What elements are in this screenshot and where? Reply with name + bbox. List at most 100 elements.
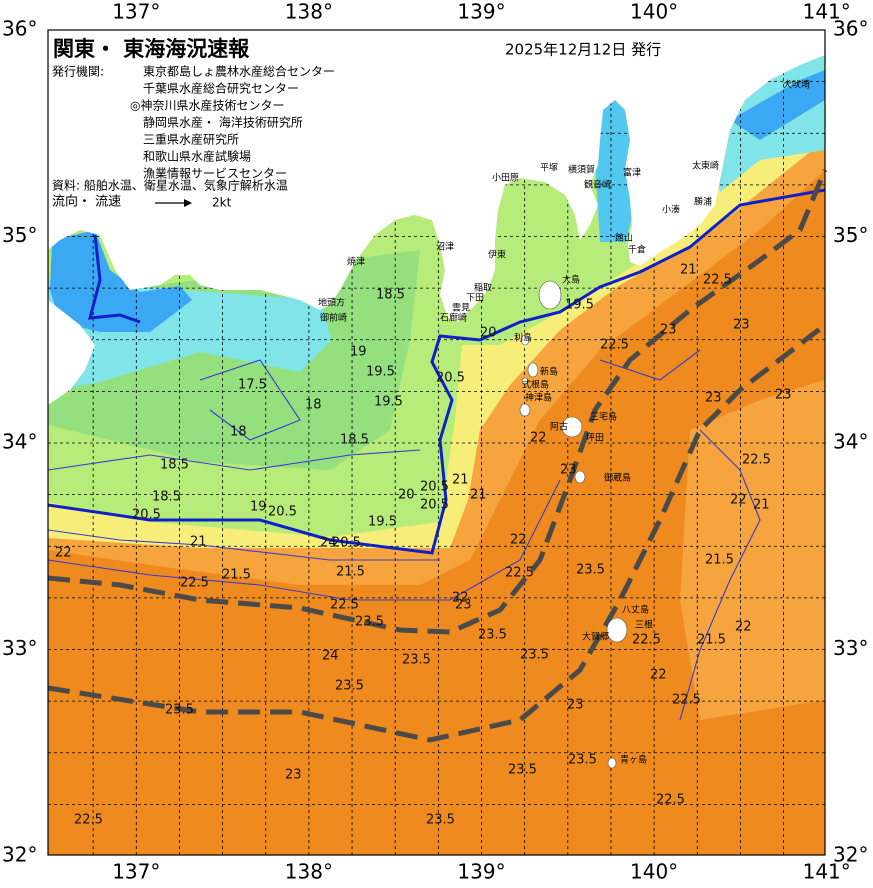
place-name: 石廊崎 — [440, 312, 467, 324]
place-name: 太東崎 — [692, 160, 719, 172]
lat-label-right: 33° — [833, 636, 868, 660]
place-name: 小田原 — [492, 173, 519, 184]
lat-label-left: 36° — [2, 17, 37, 41]
contour-label: 22 — [735, 620, 752, 635]
publisher: 東京都島しょ農林水産総合センター — [143, 64, 335, 79]
legend-label: 流向・ 流速 — [52, 194, 121, 210]
contour-label: 18.5 — [340, 433, 369, 448]
lon-label-bottom: 141° — [803, 860, 851, 884]
contour-label: 23 — [285, 768, 302, 783]
contour-label: 23 — [660, 323, 677, 338]
issue-date: 2025年12月12日 発行 — [505, 41, 661, 59]
contour-label: 23.5 — [335, 679, 364, 694]
contour-label: 19 — [350, 345, 367, 360]
lon-label-bottom: 138° — [285, 860, 333, 884]
contour-label: 23 — [567, 698, 584, 713]
contour-label: 20.5 — [268, 505, 297, 520]
contour-label: 24 — [322, 649, 339, 664]
lon-label-bottom: 137° — [112, 860, 160, 884]
lat-label-right: 32° — [833, 843, 868, 867]
place-name: 富津 — [623, 167, 641, 179]
contour-label: 20 — [480, 326, 497, 341]
publisher: ◎神奈川県水産技術センター — [130, 98, 284, 113]
contour-label: 23 — [775, 388, 792, 403]
contour-label: 20 — [398, 488, 415, 503]
land — [48, 30, 825, 322]
place-name: 八丈島 — [622, 604, 649, 616]
kuroshio-axis — [47, 323, 827, 743]
sea-blue — [730, 70, 825, 140]
bay-blue — [50, 230, 192, 332]
map-frame — [47, 29, 826, 856]
legend-speed: 2kt — [212, 196, 232, 210]
contour-label: 20.5 — [420, 498, 449, 513]
place-name: 三宅島 — [590, 411, 617, 423]
place-name: 館山 — [615, 232, 633, 244]
contour-label: 21 — [680, 263, 697, 278]
contour-label: 21.5 — [222, 568, 251, 583]
isotherm — [47, 529, 440, 561]
place-name: 地頭方 — [318, 297, 345, 309]
contour-label: 22 — [650, 668, 667, 683]
contour-label: 22.5 — [742, 453, 771, 468]
contour-label: 18.5 — [152, 490, 181, 505]
isotherm — [47, 479, 561, 601]
contour-label: 23 — [733, 318, 750, 333]
map-layers — [47, 30, 828, 855]
contour-label: 22.5 — [505, 566, 534, 581]
place-name: 勝浦 — [694, 196, 712, 208]
place-name: 稲取 — [474, 282, 492, 294]
contour-label: 22 — [730, 493, 747, 508]
island — [520, 334, 530, 346]
contour-label: 19.5 — [374, 395, 403, 410]
place-name: 伊東 — [488, 249, 506, 261]
contour-label: 22.5 — [600, 338, 629, 353]
contour-label: 19.5 — [366, 365, 395, 380]
contour-label: 19 — [250, 500, 267, 515]
land — [48, 300, 95, 405]
contour-label: 19.5 — [565, 298, 594, 313]
contour-label: 23.5 — [355, 615, 384, 630]
place-name: 式根島 — [522, 379, 549, 391]
contour-label: 18 — [305, 398, 322, 413]
contour-label: 18.5 — [160, 458, 189, 473]
lon-label-top: 137° — [112, 0, 160, 24]
contour-label: 21 — [470, 488, 487, 503]
contour-label: 21 — [190, 535, 207, 550]
island — [574, 470, 586, 484]
place-name: 犬吠埼 — [783, 79, 810, 91]
lon-label-top: 141° — [803, 0, 851, 24]
contour-label: 24 — [320, 536, 337, 551]
contour-label: 22.5 — [672, 693, 701, 708]
lon-label-top: 138° — [285, 0, 333, 24]
lat-label-left: 35° — [2, 223, 37, 247]
island — [519, 403, 531, 417]
front-line — [47, 188, 826, 555]
place-name: 神津島 — [525, 392, 552, 404]
contour-label: 23 — [705, 391, 722, 406]
title: 関東・ 東海海況速報 — [53, 37, 250, 61]
island — [527, 362, 539, 378]
lat-label-right: 35° — [833, 223, 868, 247]
contour-label: 22.5 — [330, 598, 359, 613]
place-name: 沼津 — [436, 242, 454, 253]
lat-label-left: 32° — [2, 843, 37, 867]
place-name: 御前崎 — [320, 312, 347, 324]
island — [521, 377, 529, 385]
contour-label: 22 — [452, 591, 469, 606]
contour-label: 21.5 — [705, 553, 734, 568]
contour-label: 23.5 — [426, 813, 455, 828]
contour-label: 23.5 — [520, 648, 549, 663]
lat-label-right: 34° — [833, 430, 868, 454]
place-name: 新島 — [540, 366, 558, 378]
contour-label: 17.5 — [238, 378, 267, 393]
contour-label: 22 — [510, 533, 527, 548]
publisher: 漁業情報サービスセンター — [143, 167, 287, 181]
lon-label-top: 139° — [457, 0, 505, 24]
contour-label: 21 — [753, 498, 770, 513]
place-name: 平塚 — [540, 163, 558, 174]
island — [606, 617, 628, 643]
bay-blue — [595, 100, 636, 242]
contour-label: 21 — [452, 473, 469, 488]
